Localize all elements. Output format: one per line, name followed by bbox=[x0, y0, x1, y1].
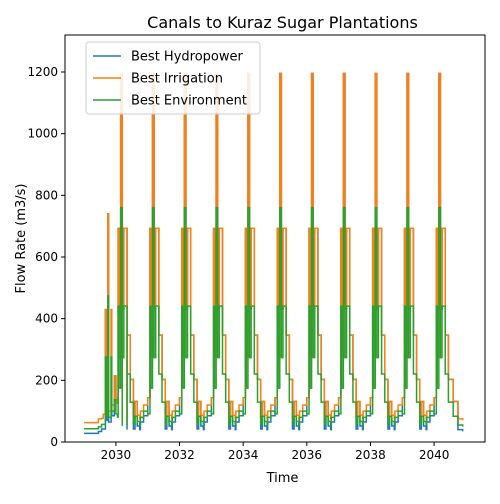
y-tick-label: 400 bbox=[35, 312, 58, 326]
x-axis-label: Time bbox=[266, 471, 299, 486]
y-tick-label: 800 bbox=[35, 188, 58, 202]
y-axis-label: Flow Rate (m3/s) bbox=[14, 184, 29, 294]
y-axis: 0 200 400 600 800 1000 1200 bbox=[27, 65, 65, 449]
x-tick-label: 2034 bbox=[228, 448, 259, 462]
legend-label: Best Environment bbox=[131, 94, 247, 109]
x-tick-label: 2040 bbox=[419, 448, 450, 462]
plot-frame bbox=[64, 34, 486, 443]
legend-box bbox=[85, 41, 261, 115]
chart-title: Canals to Kuraz Sugar Plantations bbox=[147, 13, 418, 32]
y-tick-label: 200 bbox=[35, 373, 58, 387]
y-tick-label: 0 bbox=[50, 435, 58, 449]
x-tick-label: 2036 bbox=[292, 448, 323, 462]
y-tick-label: 600 bbox=[35, 250, 58, 264]
x-tick-label: 2030 bbox=[101, 448, 132, 462]
plot-area bbox=[64, 34, 486, 443]
x-tick-label: 2038 bbox=[355, 448, 386, 462]
y-tick-label: 1200 bbox=[27, 65, 58, 79]
series-layer bbox=[84, 72, 464, 435]
legend-label: Best Irrigation bbox=[131, 72, 223, 87]
series-line bbox=[84, 206, 464, 430]
y-tick-label: 1000 bbox=[27, 127, 58, 141]
x-axis: 2030 2032 2034 2036 2038 2040 bbox=[101, 442, 450, 462]
x-tick-label: 2032 bbox=[164, 448, 195, 462]
legend: Best Hydropower Best Irrigation Best Envir… bbox=[85, 41, 261, 115]
legend-label: Best Hydropower bbox=[131, 50, 243, 65]
